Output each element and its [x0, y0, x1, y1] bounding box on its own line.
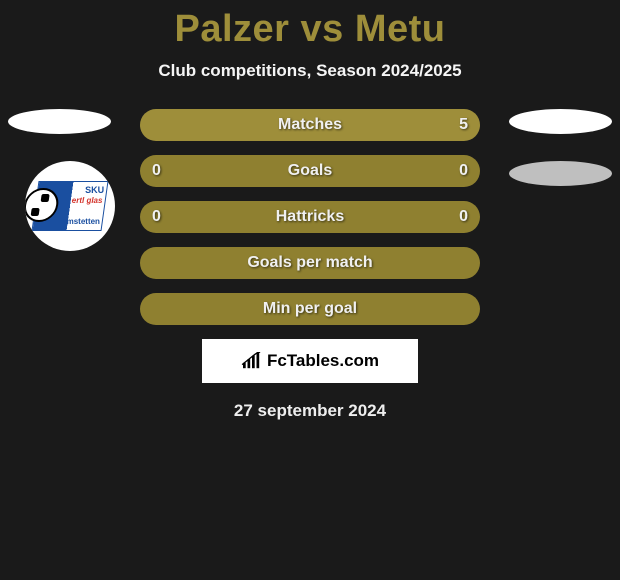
club-badge-mid-text: ertl glas	[72, 196, 103, 205]
club-badge-top-text: SKU	[85, 186, 104, 195]
stat-label: Goals per match	[247, 254, 372, 272]
page-subtitle: Club competitions, Season 2024/2025	[0, 61, 620, 81]
soccer-ball-icon	[25, 188, 61, 222]
stat-label: Goals	[288, 162, 332, 180]
page-title: Palzer vs Metu	[0, 0, 620, 51]
stat-right-value: 0	[459, 162, 468, 180]
content-area: SKU ertl glas Amstetten Matches 5 0 Goal…	[0, 109, 620, 421]
stat-row-goals-per-match: Goals per match	[140, 247, 480, 279]
bar-chart-icon	[241, 352, 263, 370]
stat-label: Min per goal	[263, 300, 357, 318]
stat-left-value: 0	[152, 208, 161, 226]
stat-row-goals: 0 Goals 0	[140, 155, 480, 187]
stat-row-matches: Matches 5	[140, 109, 480, 141]
player-right-placeholder	[509, 109, 612, 134]
stat-label: Hattricks	[276, 208, 344, 226]
stat-row-min-per-goal: Min per goal	[140, 293, 480, 325]
stat-right-value: 0	[459, 208, 468, 226]
club-right-placeholder	[509, 161, 612, 186]
footer-date: 27 september 2024	[0, 401, 620, 421]
stat-label: Matches	[278, 116, 342, 134]
club-left-badge: SKU ertl glas Amstetten	[25, 161, 115, 251]
stats-container: Matches 5 0 Goals 0 0 Hattricks 0 Goals …	[140, 109, 480, 325]
club-badge-graphic: SKU ertl glas Amstetten	[31, 181, 108, 231]
branding-box[interactable]: FcTables.com	[202, 339, 418, 383]
stat-row-hattricks: 0 Hattricks 0	[140, 201, 480, 233]
club-badge-city-text: Amstetten	[61, 217, 100, 226]
stat-left-value: 0	[152, 162, 161, 180]
player-left-placeholder	[8, 109, 111, 134]
stat-right-value: 5	[459, 116, 468, 134]
branding-text: FcTables.com	[267, 351, 379, 371]
